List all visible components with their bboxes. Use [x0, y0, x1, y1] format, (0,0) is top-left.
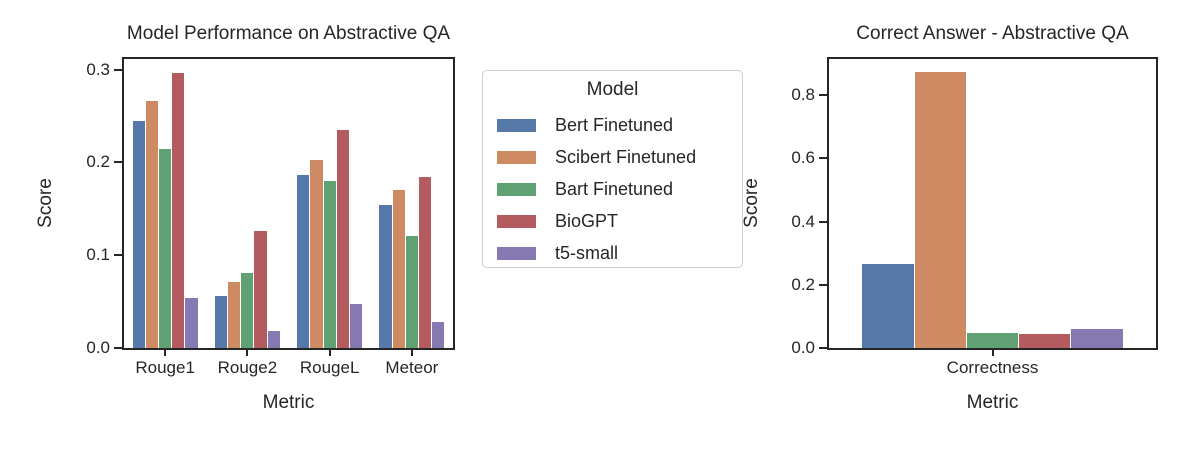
bar-scibert-finetuned	[392, 190, 405, 348]
bar-scibert-finetuned	[228, 282, 241, 348]
y-tick-label: 0.0	[86, 338, 110, 357]
right-xaxis-label: Metric	[966, 392, 1019, 413]
bar-bart-finetuned	[241, 272, 254, 348]
bar-bert-finetuned	[132, 120, 145, 348]
bar-bart-finetuned	[405, 235, 418, 348]
bar-t5-small	[1071, 328, 1123, 348]
bar-biogpt	[172, 73, 185, 348]
legend-item-label: t5-small	[555, 242, 619, 263]
bar-scibert-finetuned	[145, 101, 159, 348]
bar-biogpt	[418, 177, 432, 348]
x-tick-label: Rouge2	[217, 358, 278, 377]
y-tick-label: 0.8	[791, 85, 815, 105]
y-tick-label: 0.4	[791, 211, 815, 231]
bar-bart-finetuned	[966, 333, 1019, 348]
y-tick-label: 0.2	[791, 274, 815, 294]
y-tick-mark	[819, 157, 827, 160]
legend-item: BioGPT	[497, 205, 742, 237]
bar-biogpt	[1019, 333, 1071, 348]
legend-swatch	[497, 246, 536, 260]
x-tick-mark	[410, 348, 413, 356]
legend-item-label: Scibert Finetuned	[555, 146, 697, 167]
legend-swatch	[497, 182, 536, 196]
bar-t5-small	[432, 322, 445, 348]
legend-item: Bert Finetuned	[497, 109, 742, 141]
right-yaxis-label: Score	[741, 178, 762, 228]
legend-item-label: Bart Finetuned	[555, 178, 674, 199]
y-tick-label: 0.6	[791, 148, 815, 168]
y-tick-mark	[114, 347, 122, 349]
right-plot-area: 0.0 0.2 0.4 0.6 0.8 Correctness	[791, 57, 1158, 377]
left-plot-area: 0.0 0.1 0.2 0.3 Rouge1 Rouge2 RougeL Meteor	[86, 57, 455, 377]
x-tick-label: RougeL	[299, 358, 360, 377]
y-tick-mark	[819, 220, 827, 223]
legend-item-label: BioGPT	[555, 210, 619, 231]
y-tick-mark	[114, 68, 122, 71]
bar-scibert-finetuned	[310, 159, 323, 348]
bar-bert-finetuned	[214, 296, 228, 348]
bar-biogpt	[336, 129, 349, 348]
y-tick-mark	[819, 347, 827, 349]
left-yaxis-label: Score	[35, 178, 56, 228]
legend-item: t5-small	[497, 237, 742, 269]
x-tick-mark	[246, 348, 249, 356]
bar-bert-finetuned	[297, 174, 310, 348]
legend-swatch	[497, 214, 536, 228]
y-tick-mark	[114, 161, 122, 164]
bar-bert-finetuned	[862, 264, 914, 348]
y-tick-mark	[819, 94, 827, 97]
legend-item: Scibert Finetuned	[497, 141, 742, 173]
bar-bart-finetuned	[159, 148, 172, 348]
x-tick-label: Meteor	[385, 358, 439, 377]
bar-t5-small	[185, 297, 198, 348]
x-tick-label: Rouge1	[135, 358, 195, 377]
y-tick-label: 0.3	[86, 59, 110, 79]
bar-bert-finetuned	[379, 205, 392, 348]
y-tick-mark	[114, 254, 122, 257]
x-tick-mark	[328, 348, 331, 356]
y-tick-label: 0.1	[86, 245, 110, 265]
left-xaxis-label: Metric	[262, 392, 315, 413]
bar-t5-small	[267, 331, 280, 348]
legend-title: Model	[586, 79, 639, 100]
legend-item-label: Bert Finetuned	[555, 114, 674, 135]
left-chart-title: Model Performance on Abstractive QA	[126, 23, 451, 44]
legend-item: Bart Finetuned	[497, 173, 742, 205]
bar-t5-small	[349, 304, 363, 348]
bar-scibert-finetuned	[914, 71, 966, 348]
bar-bart-finetuned	[323, 181, 336, 348]
x-tick-mark	[164, 348, 167, 356]
legend-swatch	[497, 118, 536, 132]
legend-swatch	[497, 150, 536, 164]
bar-biogpt	[254, 231, 267, 348]
y-tick-mark	[819, 283, 827, 286]
legend-items: Bert Finetuned Scibert Finetuned Bart Fine…	[497, 109, 742, 269]
legend-box: Model Bert Finetuned Scibert Finetuned Bar…	[482, 70, 743, 268]
x-tick-mark	[991, 348, 994, 356]
y-tick-label: 0.2	[86, 152, 110, 172]
x-tick-label: Correctness	[946, 358, 1039, 377]
right-chart-title: Correct Answer - Abstractive QA	[856, 23, 1129, 44]
y-tick-label: 0.0	[791, 338, 815, 357]
